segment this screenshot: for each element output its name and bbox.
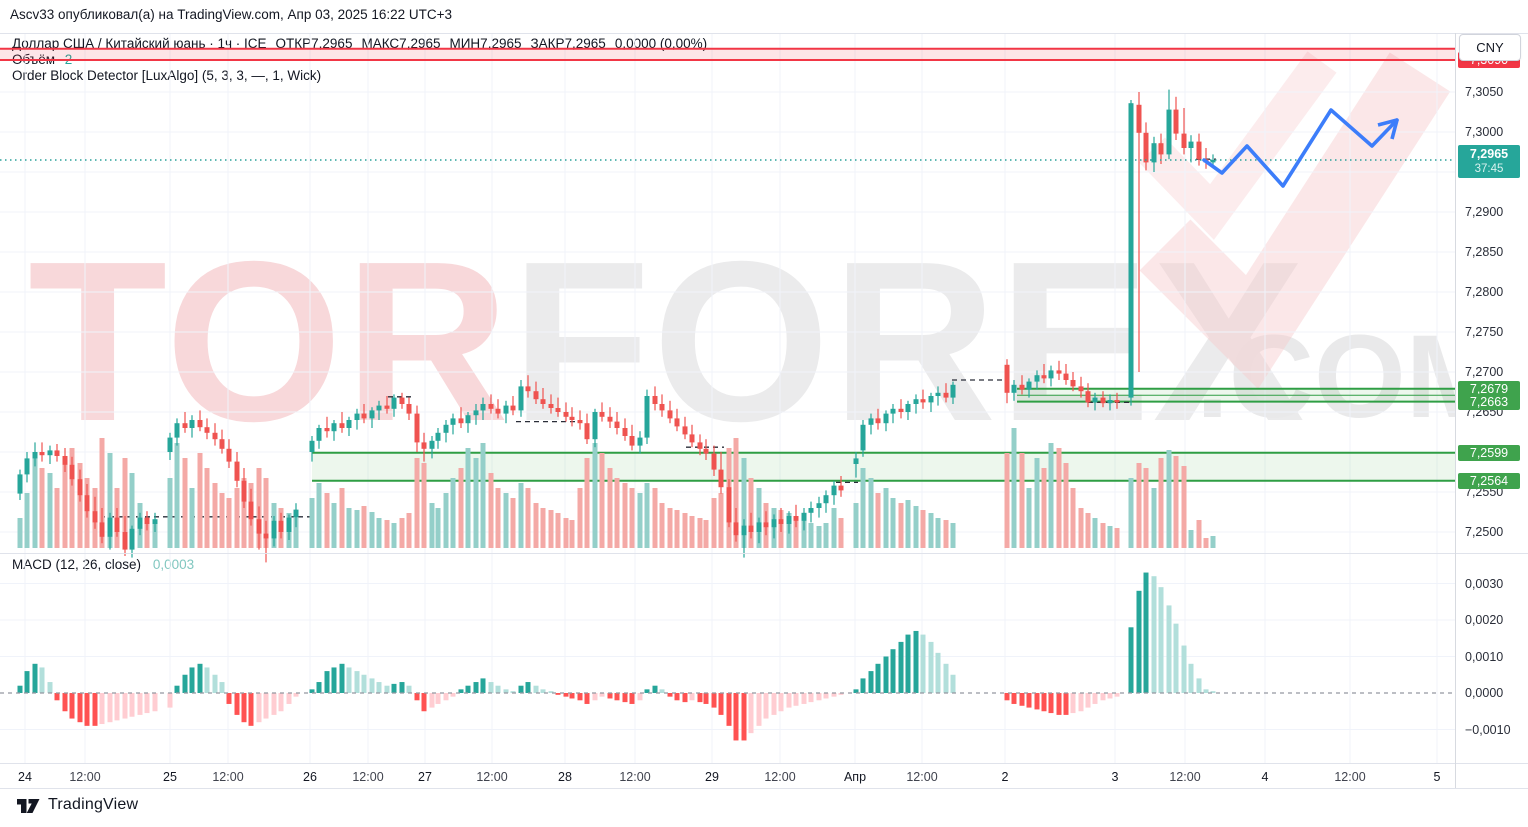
time-axis-separator — [0, 763, 1528, 764]
price-tick: 7,2500 — [1465, 525, 1504, 539]
tradingview-logo-icon — [17, 799, 40, 813]
price-tick: 7,2700 — [1465, 365, 1504, 379]
current-price-label: 7,2965 37:45 — [1458, 145, 1520, 178]
price-tick: 7,3050 — [1465, 85, 1504, 99]
tradingview-brand-text: TradingView — [48, 795, 139, 813]
symbol-title[interactable]: Доллар США / Китайский юань · 1ч · ICE — [12, 36, 267, 51]
watermark-suffix: .COM — [1196, 311, 1455, 443]
time-axis[interactable]: 24 12:00 25 12:00 26 12:00 27 12:00 28 12:00 29 12:… — [0, 763, 1528, 789]
legend-symbol-row[interactable]: Доллар США / Китайский юань · 1ч · ICE ОТ… — [12, 36, 707, 51]
macd-tick: 0,0020 — [1465, 613, 1504, 627]
ohlc-open: ОТКР7,2965 — [275, 36, 353, 51]
time-tick: 3 — [1111, 770, 1119, 784]
time-tick: 12:00 — [619, 770, 651, 784]
time-tick: 27 — [418, 770, 432, 784]
order-block-price-label: 7,2679 — [1458, 380, 1520, 397]
currency-button[interactable]: CNY — [1459, 34, 1521, 61]
time-tick: 2 — [1001, 770, 1009, 784]
time-tick: 12:00 — [764, 770, 796, 784]
watermark-logo — [1139, 51, 1451, 389]
time-tick: 12:00 — [1334, 770, 1366, 784]
volume-label[interactable]: Объём — [12, 52, 56, 67]
time-tick: 12:00 — [906, 770, 938, 784]
time-tick: 5 — [1433, 770, 1441, 784]
order-block-price-label: 7,2564 — [1458, 472, 1520, 489]
pane-separator[interactable] — [0, 553, 1528, 554]
time-tick: 12:00 — [1169, 770, 1201, 784]
macd-tick: 0,0000 — [1465, 686, 1504, 700]
watermark-word: TORFOREX — [28, 215, 1307, 469]
volume-value: 2 — [64, 52, 73, 67]
price-tick: 7,3000 — [1465, 125, 1504, 139]
time-tick: 25 — [163, 770, 177, 784]
macd-label[interactable]: MACD (12, 26, close) — [12, 557, 142, 572]
ohlc-close: ЗАКР7,2965 — [530, 36, 606, 51]
change-value: 0,0000 (0,00%) — [614, 36, 708, 51]
price-tick: 7,2900 — [1465, 205, 1504, 219]
time-tick: 29 — [705, 770, 719, 784]
macd-value: 0,0003 — [152, 557, 195, 572]
legend-volume-row[interactable]: Объём 2 — [12, 52, 72, 67]
tradingview-footer[interactable]: TradingView — [16, 795, 138, 814]
legend-macd-row[interactable]: MACD (12, 26, close) 0,0003 — [12, 557, 194, 572]
time-tick: 12:00 — [476, 770, 508, 784]
price-tick: 7,2750 — [1465, 325, 1504, 339]
price-tick: 7,2800 — [1465, 285, 1504, 299]
macd-tick: 0,0010 — [1465, 649, 1504, 664]
ohlc-high: МАКС7,2965 — [361, 36, 441, 51]
time-tick: 12:00 — [352, 770, 384, 784]
macd-tick: −0,0010 — [1465, 722, 1511, 737]
order-block-price-label: 7,2663 — [1458, 393, 1520, 410]
price-axis[interactable]: 7,3050 7,3000 7,2900 7,2850 7,2800 7,2750 7,27… — [1455, 33, 1528, 788]
publish-info: Ascv33 опубликовал(а) на TradingView.com… — [10, 7, 453, 22]
legend-indicator-row[interactable]: Order Block Detector [LuxAlgo] (5, 3, 3,… — [12, 68, 322, 83]
time-tick: 12:00 — [212, 770, 244, 784]
macd-tick: 0,0030 — [1465, 576, 1504, 591]
price-tick: 7,2850 — [1465, 245, 1504, 259]
time-tick: 28 — [558, 770, 572, 784]
time-tick: 26 — [303, 770, 317, 784]
order-block-price-label: 7,2599 — [1458, 444, 1520, 461]
ohlc-low: МИН7,2965 — [449, 36, 522, 51]
time-tick: 24 — [18, 770, 32, 784]
time-tick: 4 — [1261, 770, 1269, 784]
watermark: TORFOREX .COM — [28, 51, 1455, 469]
time-tick: 12:00 — [69, 770, 101, 784]
chart-bottom-border — [0, 788, 1528, 789]
chart-top-border — [0, 33, 1528, 34]
time-tick: Апр — [843, 770, 867, 784]
